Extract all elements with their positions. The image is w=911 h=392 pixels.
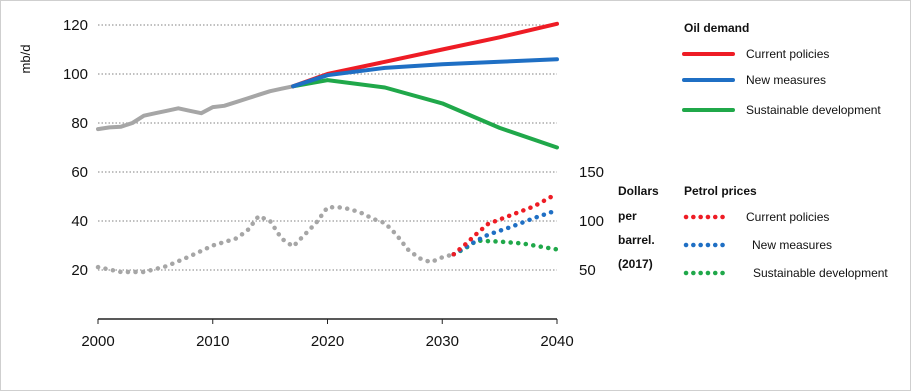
y-tick-label: 40 [71,213,88,230]
oil-demand-sustainable-development-line [291,78,559,150]
right-axis-ticks: 150 100 50 [579,164,604,279]
legend-label-oil-new-measures: New measures [746,73,826,87]
right-axis-label-line-4: (2017) [618,257,653,271]
x-tick-label: 2000 [81,333,114,350]
oil-demand-current-policies-line [291,21,559,89]
right-axis-label-line-1: Dollars [618,184,659,198]
x-tick-label: 2040 [540,333,573,350]
series-layer [95,21,560,275]
y-tick-label: 60 [71,164,88,181]
petrol-sustainable-development-line [451,238,560,257]
y-tick-label: 120 [63,17,88,34]
legend: Oil demand Petrol prices Current policie… [682,21,888,280]
legend-label-petrol-sustainable-development: Sustainable development [753,266,888,280]
right-axis-label-line-3: barrel. [618,233,655,247]
petrol-history-line [95,205,456,275]
legend-title-oil-demand: Oil demand [684,21,749,35]
x-tick-label: 2010 [196,333,229,350]
x-tick-label: 2020 [311,333,344,350]
right-axis-tick-label: 100 [579,213,604,230]
legend-title-petrol-prices: Petrol prices [684,184,757,198]
right-axis-tick-label: 150 [579,164,604,181]
x-axis-ticks: 2000 2010 2020 2030 2040 [81,319,574,350]
x-tick-label: 2030 [426,333,459,350]
gridlines [98,24,557,271]
petrol-new-measures-line [451,207,560,257]
oil-demand-new-measures-line [291,57,559,89]
right-axis-label: Dollars per barrel. (2017) [618,184,659,271]
y-tick-label: 100 [63,66,88,83]
y-axis-ticks: 120 100 80 60 40 20 [63,17,88,279]
legend-label-petrol-new-measures: New measures [752,238,832,252]
y-axis-label: mb/d [18,45,33,74]
y-tick-label: 20 [71,262,88,279]
legend-label-oil-sustainable-development: Sustainable development [746,103,881,117]
legend-label-petrol-current-policies: Current policies [746,210,829,224]
y-tick-label: 80 [71,115,88,132]
petrol-current-policies-line [451,191,560,257]
oil-demand-history-line [96,84,296,132]
legend-label-oil-current-policies: Current policies [746,47,829,61]
right-axis-tick-label: 50 [579,262,596,279]
right-axis-label-line-2: per [618,209,637,223]
